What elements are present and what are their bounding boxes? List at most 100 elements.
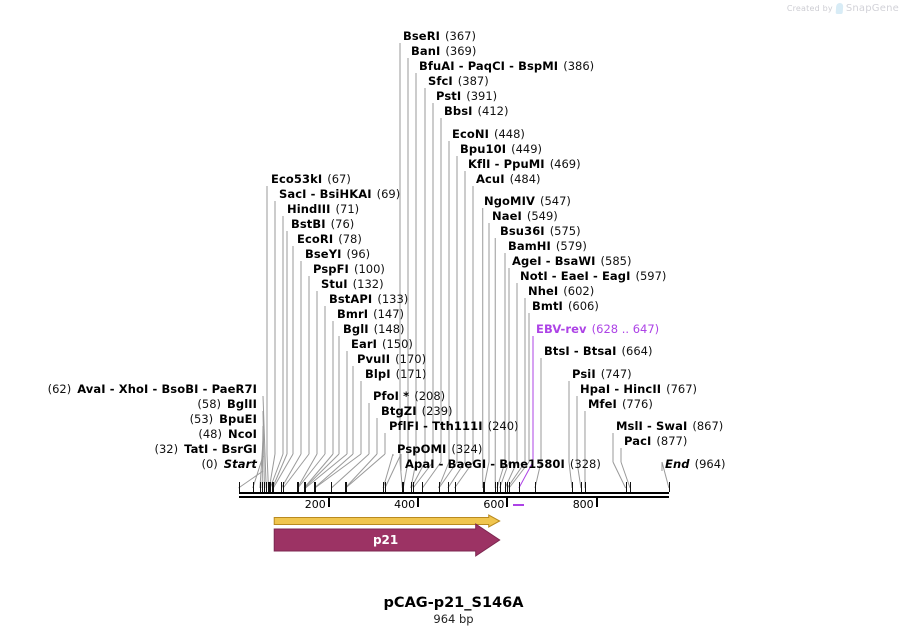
leader-pvuii-foot [314, 453, 354, 489]
enzyme-label-pfoi[interactable]: PfoI * (208) [373, 390, 445, 403]
restriction-site-tick [264, 482, 266, 492]
enzyme-label-mslii-swai[interactable]: MslI - SwaI (867) [616, 420, 723, 433]
ruler-tick [506, 498, 509, 507]
enzyme-label-bsu36i[interactable]: Bsu36I (575) [500, 225, 581, 238]
enzyme-label-hpai-hincii[interactable]: HpaI - HincII (767) [580, 383, 697, 396]
enzyme-label-blpi[interactable]: BlpI (171) [365, 368, 427, 381]
enzyme-label-nhei[interactable]: NheI (602) [528, 285, 594, 298]
enzyme-label-ncoi[interactable]: (48) NcoI [198, 428, 257, 441]
leader-acui-foot [454, 461, 474, 489]
enzyme-label-psii[interactable]: PsiI (747) [572, 368, 632, 381]
enzyme-position: (148) [373, 322, 405, 336]
enzyme-label-bgli[interactable]: BglI (148) [343, 323, 405, 336]
enzyme-label-start[interactable]: (0) Start [201, 458, 257, 471]
enzyme-label-bani[interactable]: BanI (369) [411, 45, 476, 58]
restriction-site-tick [668, 482, 670, 492]
enzyme-label-bglii[interactable]: (58) BglII [197, 398, 257, 411]
enzyme-label-ebv-rev[interactable]: EBV-rev (628 .. 647) [536, 323, 659, 336]
enzyme-position: (391) [466, 89, 498, 103]
enzyme-label-pspfi[interactable]: PspFI (100) [313, 263, 385, 276]
enzyme-label-ngomiv[interactable]: NgoMIV (547) [484, 195, 571, 208]
enzyme-label-bmti[interactable]: BmtI (606) [532, 300, 599, 313]
enzyme-label-tati-bsrgi[interactable]: (32) TatI - BsrGI [155, 443, 258, 456]
enzyme-label-bpu10i[interactable]: Bpu10I (449) [460, 143, 542, 156]
restriction-site-tick [518, 482, 520, 492]
enzyme-position: (469) [549, 157, 581, 171]
enzyme-position: (48) [198, 427, 222, 441]
enzyme-name: End [665, 457, 690, 471]
enzyme-label-bseyi[interactable]: BseYI (96) [305, 248, 370, 261]
enzyme-position: (69) [376, 187, 401, 201]
enzyme-name: Start [223, 457, 257, 471]
enzyme-label-bstbi[interactable]: BstBI (76) [291, 218, 354, 231]
enzyme-label-mfei[interactable]: MfeI (776) [588, 398, 653, 411]
enzyme-label-apai-baegi-bme1580i[interactable]: ApaI - BaeGI - Bme1580I (328) [405, 458, 601, 471]
enzyme-name: BseRI [403, 29, 441, 43]
enzyme-position: (0) [201, 457, 218, 471]
enzyme-label-naei[interactable]: NaeI (549) [492, 210, 558, 223]
enzyme-label-kflii-ppumi[interactable]: KflI - PpuMI (469) [468, 158, 581, 171]
leader-pflfi-tth111i-foot [345, 453, 386, 489]
enzyme-position: (96) [346, 247, 371, 261]
restriction-site-tick [259, 482, 261, 492]
enzyme-label-bmri[interactable]: BmrI (147) [337, 308, 404, 321]
restriction-site-tick [572, 482, 574, 492]
ruler-tick-label: 400 [394, 498, 416, 511]
leader-nhei-foot [506, 461, 526, 489]
leader-paci-foot [620, 461, 631, 489]
enzyme-name: BmrI [337, 307, 369, 321]
enzyme-label-pflfi-tth111i[interactable]: PflFI - Tth111I (240) [389, 420, 519, 433]
enzyme-position: (239) [421, 404, 453, 418]
enzyme-label-bpuei[interactable]: (53) BpuEI [190, 413, 257, 426]
plasmid-length: 964 bp [433, 612, 474, 626]
enzyme-label-hindiii[interactable]: HindIII (71) [287, 203, 359, 216]
leader-bmri-foot [303, 453, 334, 489]
enzyme-position: (62) [47, 382, 72, 396]
enzyme-label-eari[interactable]: EarI (150) [351, 338, 413, 351]
restriction-site-tick [283, 482, 285, 492]
enzyme-name: BfuAI - PaqCI - BspMI [419, 59, 559, 73]
enzyme-label-paci[interactable]: PacI (877) [624, 435, 687, 448]
leader-stui-foot [297, 453, 318, 489]
restriction-site-tick [422, 482, 424, 492]
enzyme-label-psti[interactable]: PstI (391) [436, 90, 497, 103]
enzyme-name: PspFI [313, 262, 349, 276]
enzyme-label-sfci[interactable]: SfcI (387) [428, 75, 489, 88]
enzyme-name: SfcI [428, 74, 453, 88]
restriction-site-tick [272, 482, 274, 492]
enzyme-label-noti-eaei-eagi[interactable]: NotI - EaeI - EagI (597) [520, 270, 666, 283]
enzyme-name: AcuI [476, 172, 505, 186]
enzyme-name: BamHI [508, 239, 551, 253]
enzyme-label-avai-xhoi-bsobi-paer7i[interactable]: (62) AvaI - XhoI - BsoBI - PaeR7I [48, 383, 257, 396]
enzyme-label-ecori[interactable]: EcoRI (78) [297, 233, 362, 246]
enzyme-label-acui[interactable]: AcuI (484) [476, 173, 541, 186]
snapgene-watermark: Created by SnapGene [787, 3, 899, 14]
enzyme-label-pspomi[interactable]: PspOMI (324) [397, 443, 482, 456]
enzyme-label-bamhi[interactable]: BamHI (579) [508, 240, 587, 253]
enzyme-label-agei-bsawi[interactable]: AgeI - BsaWI (585) [512, 255, 631, 268]
leader-mslii-swai-foot [612, 461, 627, 489]
enzyme-name: MfeI [588, 397, 617, 411]
enzyme-label-eco53ki[interactable]: Eco53kI (67) [271, 173, 351, 186]
enzyme-label-stui[interactable]: StuI (132) [321, 278, 384, 291]
restriction-site-tick [331, 482, 333, 492]
enzyme-label-btgzi[interactable]: BtgZI (239) [381, 405, 453, 418]
leader-eco53ki-foot [266, 453, 269, 489]
enzyme-label-end[interactable]: End (964) [665, 458, 726, 471]
enzyme-position: (867) [692, 419, 724, 433]
enzyme-position: (387) [457, 74, 489, 88]
enzyme-label-bbsi[interactable]: BbsI (412) [444, 105, 508, 118]
enzyme-label-pvuii[interactable]: PvuII (170) [357, 353, 426, 366]
enzyme-label-btsi-btsai[interactable]: BtsI - BtsaI (664) [544, 345, 652, 358]
enzyme-label-bfuai-paqci-bspmi[interactable]: BfuAI - PaqCI - BspMI (386) [419, 60, 594, 73]
enzyme-name: BbsI [444, 104, 473, 118]
enzyme-label-bstapi[interactable]: BstAPI (133) [329, 293, 408, 306]
enzyme-label-saci-bsihkai[interactable]: SacI - BsiHKAI (69) [279, 188, 400, 201]
enzyme-position: (208) [414, 389, 446, 403]
enzyme-label-bseri[interactable]: BseRI (367) [403, 30, 476, 43]
enzyme-label-econi[interactable]: EcoNI (448) [452, 128, 525, 141]
